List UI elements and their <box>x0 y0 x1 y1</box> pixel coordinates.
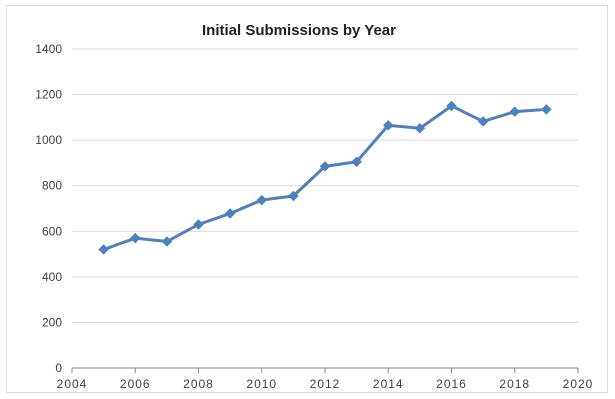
x-tick-label: 2020 <box>563 377 594 391</box>
x-tick-label: 2010 <box>246 377 277 391</box>
chart-frame <box>6 5 608 393</box>
y-tick-label: 400 <box>42 270 62 284</box>
data-point-2014 <box>382 119 394 131</box>
data-point-2006 <box>129 232 141 244</box>
data-point-2010 <box>256 194 268 206</box>
data-point-2008 <box>193 219 204 230</box>
data-point-2011 <box>288 190 299 202</box>
y-tick-label: 800 <box>42 179 62 193</box>
data-point-2015 <box>414 122 426 134</box>
axes <box>71 367 579 373</box>
y-tick-label: 1400 <box>35 42 62 56</box>
gridlines <box>72 48 578 323</box>
x-tick-labels: 2004 2006 2008 2010 2012 2014 2016 2018 2020 <box>57 377 594 391</box>
series-group <box>98 100 552 255</box>
chart-title: Initial Submissions by Year <box>202 22 396 39</box>
x-tick-label: 2016 <box>436 377 467 391</box>
y-tick-label: 200 <box>42 315 62 329</box>
y-tick-label: 600 <box>42 224 62 238</box>
data-point-2005 <box>98 244 109 255</box>
x-tick-label: 2008 <box>183 377 214 391</box>
data-point-2007 <box>161 236 173 247</box>
x-tick-label: 2004 <box>57 377 88 391</box>
x-tick-label: 2012 <box>310 377 341 391</box>
x-tick-label: 2014 <box>373 377 404 391</box>
y-tick-label: 1200 <box>35 88 62 102</box>
data-point-2013 <box>351 156 362 168</box>
y-tick-labels: 0 200 400 600 800 1000 1200 1400 <box>35 42 62 375</box>
data-point-2012 <box>319 160 331 172</box>
y-tick-label: 0 <box>55 361 62 375</box>
series-line <box>103 104 547 251</box>
data-point-2017 <box>477 116 489 127</box>
data-point-2016 <box>446 100 457 112</box>
data-point-2019 <box>541 104 552 115</box>
data-point-2018 <box>509 106 521 118</box>
data-point-2009 <box>224 208 236 219</box>
x-tick-label: 2006 <box>120 377 151 391</box>
y-tick-label: 1000 <box>35 133 62 147</box>
x-tick-label: 2018 <box>499 377 530 391</box>
